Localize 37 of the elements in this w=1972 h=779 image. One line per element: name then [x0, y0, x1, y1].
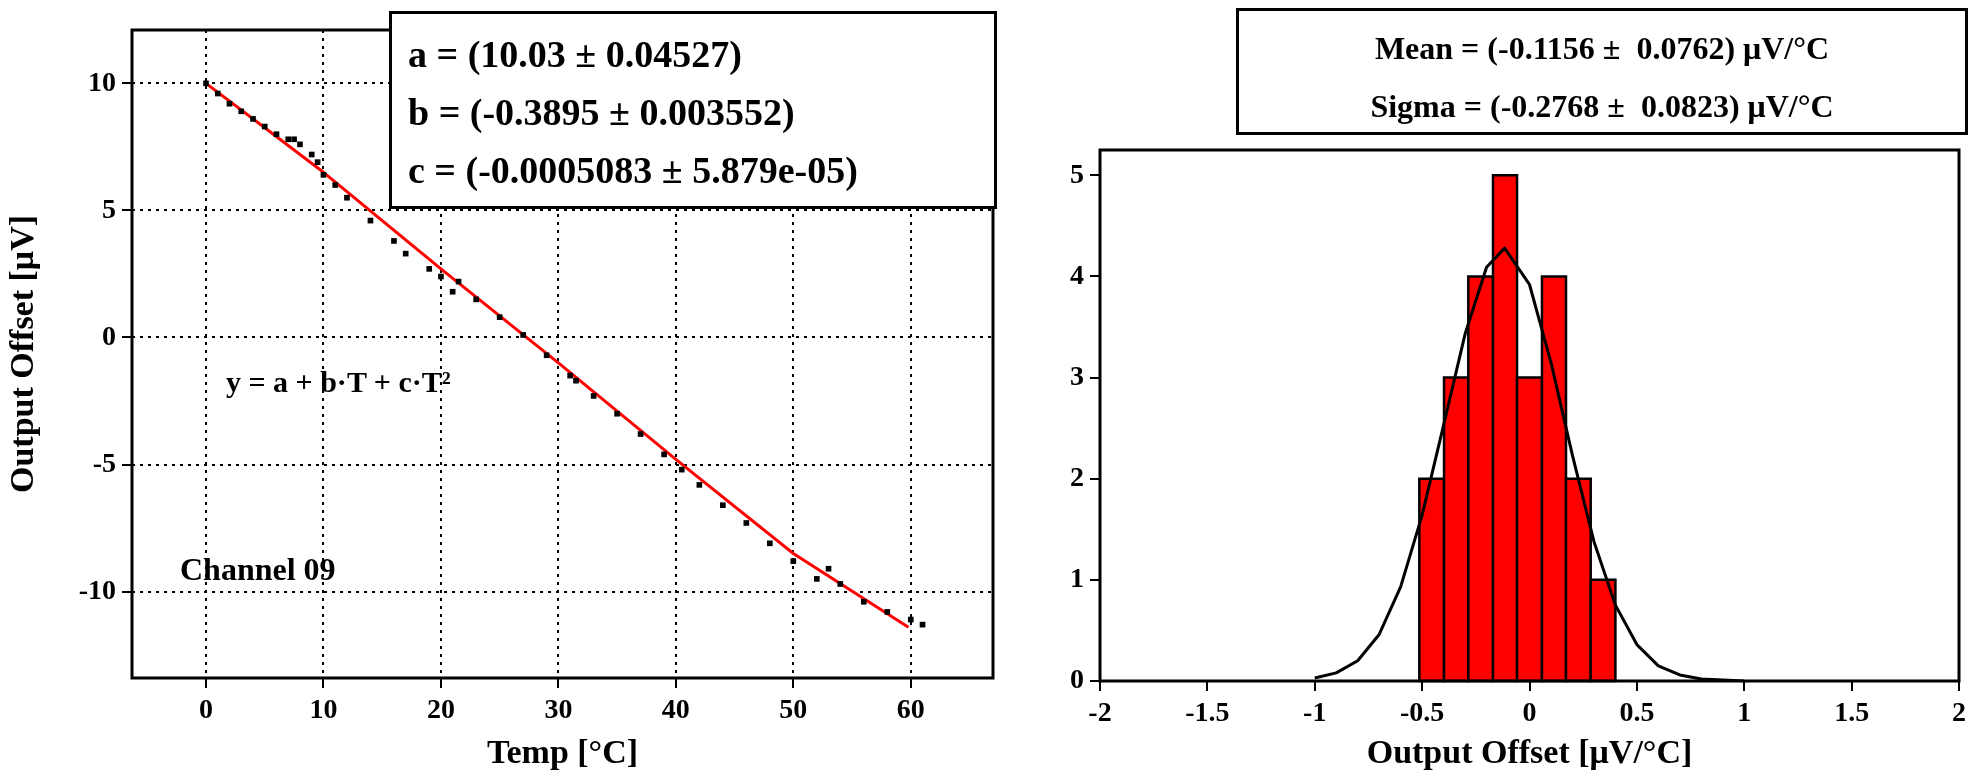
y-tick-label: 4: [1070, 258, 1084, 290]
x-tick-label: -0.5: [1399, 696, 1445, 728]
x-tick-label: -1: [1303, 696, 1327, 728]
y-tick-label: -5: [92, 446, 116, 478]
x-tick-label: 2: [1952, 696, 1966, 728]
y-tick-label: 1: [1070, 562, 1084, 594]
y-tick-label: 10: [88, 65, 116, 97]
x-tick-label: -2: [1088, 696, 1112, 728]
x-tick-label: 60: [896, 693, 925, 725]
y-tick-label: 0: [102, 319, 116, 351]
x-tick-label: 10: [309, 693, 338, 725]
x-tick-label: 0: [199, 693, 213, 725]
x-tick-label: 50: [779, 693, 808, 725]
annotation: y = a + b·T + c·T²: [226, 365, 451, 398]
y-tick-label: 0: [1070, 663, 1084, 695]
text-box: Mean = (-0.1156 ± 0.0762) μV/°C Sigma = (-0.2768 ± 0.0823) μV/°C: [1236, 8, 1968, 135]
y-tick-label: 2: [1070, 460, 1084, 492]
text-box: a = (10.03 ± 0.04527) b = (-0.3895 ± 0.003552) c = (-0.0005083 ± 5.879e-05): [389, 11, 997, 209]
y-tick-label: 5: [1070, 157, 1084, 189]
annotation: b = (-0.3895 ± 0.003552): [408, 90, 795, 133]
x-axis-title: Output Offset [μV/°C]: [1366, 733, 1693, 771]
y-axis-title: Output Offset [μV]: [3, 214, 41, 494]
x-tick-label: 0.5: [1619, 696, 1655, 728]
y-tick-label: -10: [78, 573, 116, 605]
annotation: Channel 09: [180, 551, 336, 587]
y-tick-label: 3: [1070, 359, 1084, 391]
x-tick-label: 30: [544, 693, 573, 725]
x-tick-label: 40: [661, 693, 690, 725]
x-tick-label: -1.5: [1185, 696, 1230, 728]
x-tick-label: 20: [426, 693, 455, 725]
x-tick-label: 1.5: [1834, 696, 1870, 728]
x-tick-label: 1: [1737, 696, 1752, 728]
x-axis-title: Temp [°C]: [486, 733, 639, 771]
annotation: c = (-0.0005083 ± 5.879e-05): [408, 148, 858, 191]
y-tick-label: 5: [102, 192, 116, 224]
x-tick-label: 0: [1522, 696, 1537, 728]
annotation: a = (10.03 ± 0.04527): [408, 32, 742, 75]
